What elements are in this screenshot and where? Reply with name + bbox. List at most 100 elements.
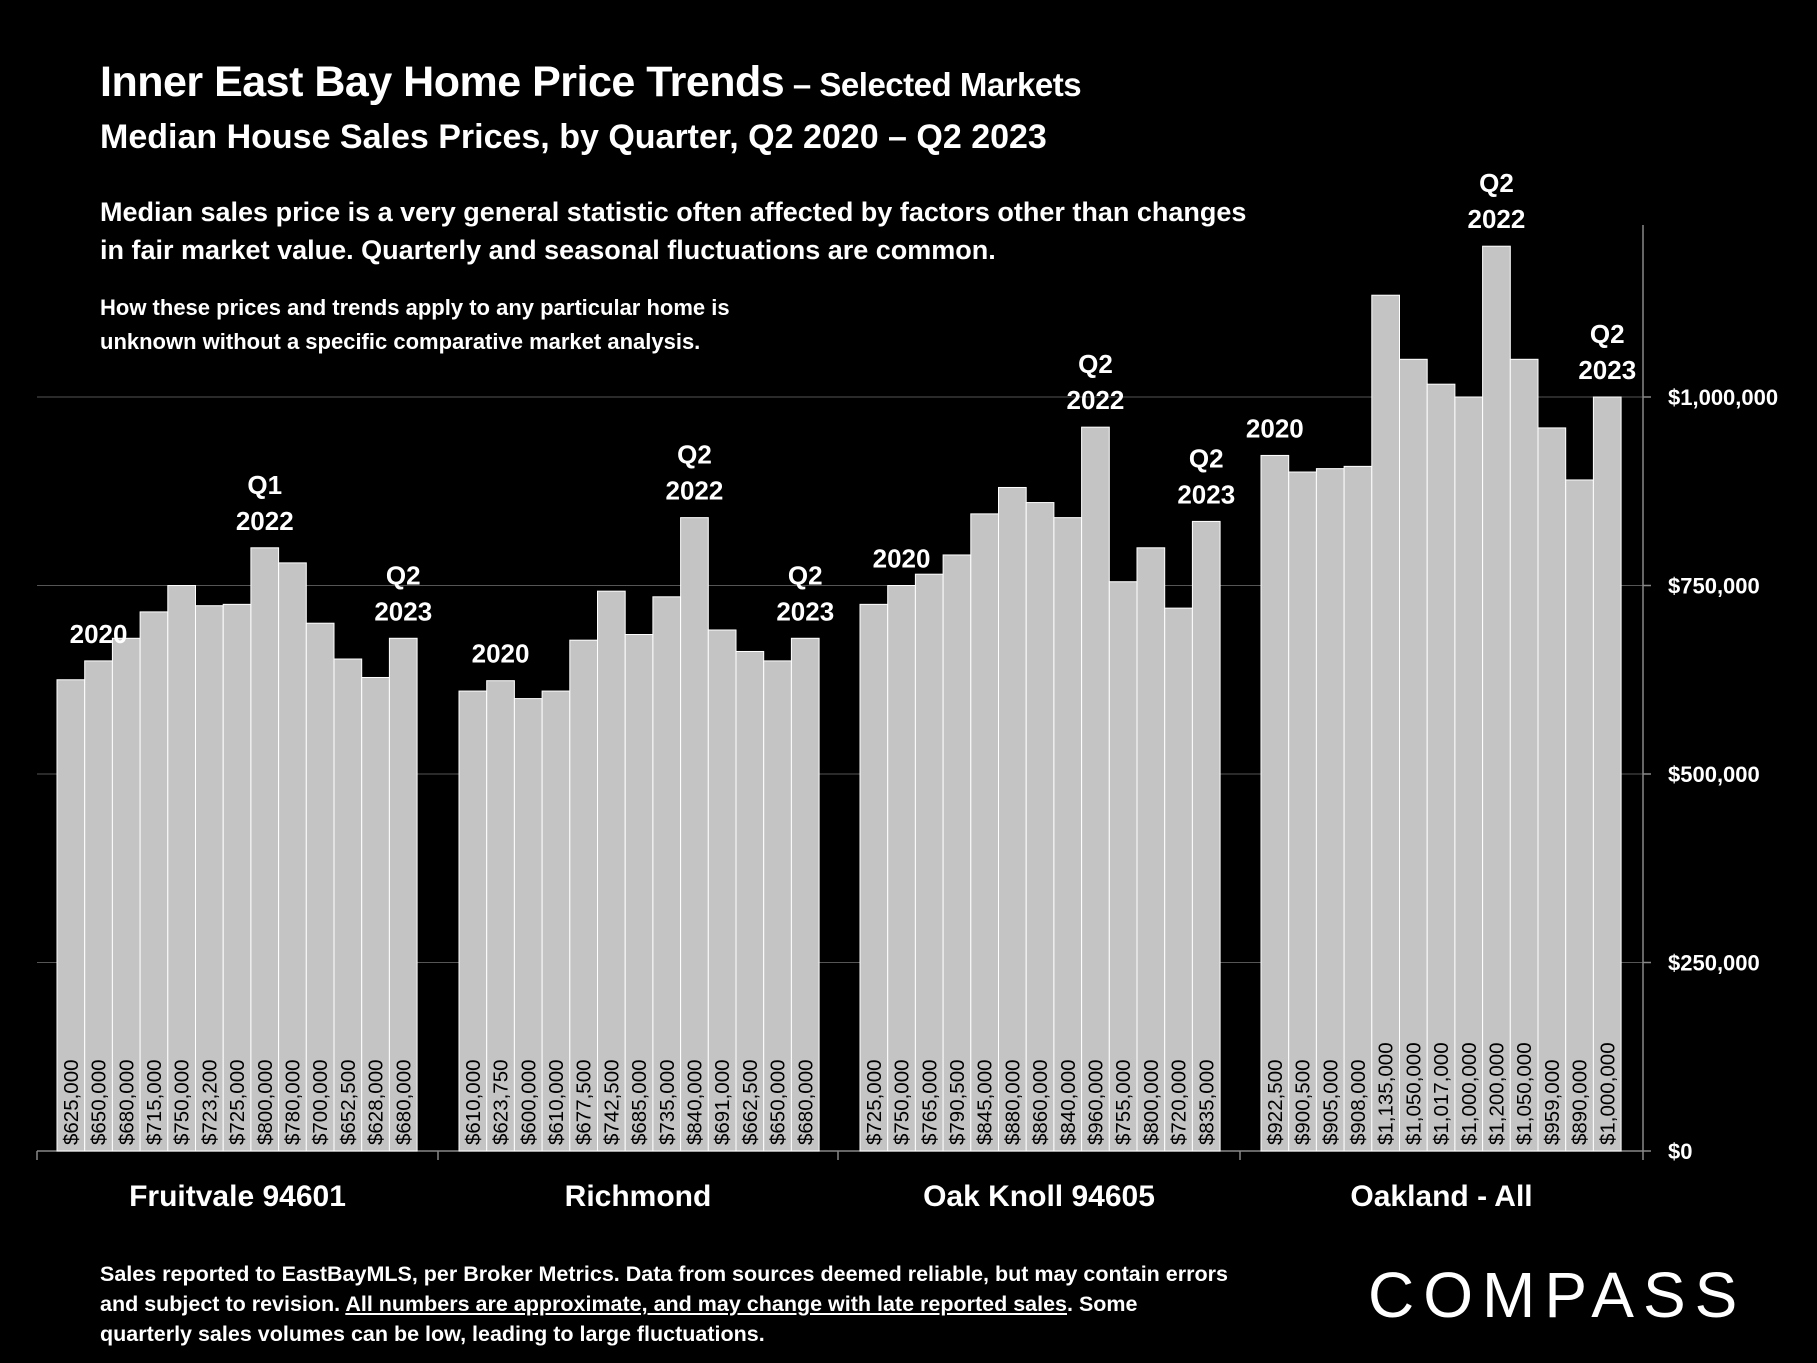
bar <box>1081 426 1110 1152</box>
y-tick-label: $750,000 <box>1668 574 1760 599</box>
bar <box>680 517 709 1152</box>
bar-value-label: $790,500 <box>946 1059 969 1145</box>
bar-annotation: Q2 <box>1189 443 1224 473</box>
bar-value-label: $1,000,000 <box>1596 1042 1619 1145</box>
bar <box>1454 396 1484 1152</box>
bar <box>859 603 889 1152</box>
bar-value-label: $623,750 <box>490 1059 513 1145</box>
bar-value-label: $691,000 <box>711 1059 734 1145</box>
bar-value-label: $725,000 <box>226 1059 249 1145</box>
bar-value-label: $1,135,000 <box>1375 1042 1398 1145</box>
chart-title-main: Inner East Bay Home Price Trends <box>100 58 785 106</box>
category-label: Oak Knoll 94605 <box>923 1180 1155 1213</box>
bar-value-label: $800,000 <box>254 1059 277 1145</box>
bar-value-label: $908,000 <box>1347 1059 1370 1145</box>
bar <box>513 698 543 1152</box>
bar-annotation: 2020 <box>873 544 931 574</box>
bar <box>652 596 682 1152</box>
bar <box>111 637 141 1152</box>
bar <box>1482 245 1511 1152</box>
bar-value-label: $610,000 <box>462 1059 485 1145</box>
bar <box>1260 454 1290 1152</box>
bar <box>1343 465 1373 1152</box>
bar <box>1288 471 1317 1152</box>
bar-annotation: Q2 <box>1078 349 1113 379</box>
bar-value-label: $677,500 <box>573 1059 596 1145</box>
bar <box>222 603 252 1152</box>
bar <box>1509 358 1539 1152</box>
bar <box>1592 396 1622 1152</box>
bar <box>486 680 515 1152</box>
bar <box>1136 547 1166 1152</box>
y-tick-label: $1,000,000 <box>1668 385 1778 410</box>
bar <box>1025 502 1055 1152</box>
bar-value-label: $725,000 <box>863 1059 886 1145</box>
y-tick-label: $500,000 <box>1668 762 1760 787</box>
bar-value-label: $742,500 <box>600 1059 623 1145</box>
bar-value-label: $840,000 <box>683 1059 706 1145</box>
y-tick-label: $0 <box>1668 1139 1692 1164</box>
bar-value-label: $750,000 <box>891 1059 914 1145</box>
bar-value-label: $780,000 <box>281 1059 304 1145</box>
bar <box>1164 607 1193 1152</box>
bar-annotation: 2023 <box>1578 355 1636 385</box>
bar-annotation: Q2 <box>1590 319 1625 349</box>
bar-value-label: $845,000 <box>974 1059 997 1145</box>
bar-value-label: $840,000 <box>1057 1059 1080 1145</box>
bar-annotation: 2022 <box>1468 204 1526 234</box>
bar-value-label: $1,200,000 <box>1485 1042 1508 1145</box>
category-label: Richmond <box>565 1180 712 1213</box>
bar-value-label: $700,000 <box>309 1059 332 1145</box>
bar-value-label: $755,000 <box>1112 1059 1135 1145</box>
bar <box>1399 358 1428 1152</box>
bar <box>195 605 224 1152</box>
bar-value-label: $685,000 <box>628 1059 651 1145</box>
bar-value-label: $765,000 <box>918 1059 941 1145</box>
bar <box>1426 383 1456 1152</box>
bar <box>541 690 571 1152</box>
y-tick-label: $250,000 <box>1668 951 1760 976</box>
primary-note: Median sales price is a very general sta… <box>100 197 1247 265</box>
bar-value-label: $600,000 <box>517 1059 540 1145</box>
footer-disclaimer: Sales reported to EastBayMLS, per Broker… <box>100 1259 1230 1349</box>
bar-value-label: $723,200 <box>198 1059 221 1145</box>
bar-value-label: $628,000 <box>365 1059 388 1145</box>
bar <box>624 634 654 1152</box>
bar <box>1053 517 1083 1152</box>
bar-value-label: $960,000 <box>1084 1059 1107 1145</box>
bar-value-label: $750,000 <box>171 1059 194 1145</box>
footer-text-b: . Some quarterly sales volumes can be lo… <box>100 1292 1138 1346</box>
bar <box>914 573 944 1152</box>
bar-value-label: $1,000,000 <box>1458 1042 1481 1145</box>
bar <box>333 658 363 1152</box>
chart-title: Inner East Bay Home Price Trends – Selec… <box>100 58 1082 107</box>
bar-annotation: Q1 <box>247 470 282 500</box>
bar <box>56 679 86 1152</box>
bar <box>361 676 390 1152</box>
bar-annotation: 2022 <box>666 476 724 506</box>
bar <box>1191 520 1221 1152</box>
bar-value-label: $922,500 <box>1264 1059 1287 1145</box>
bar <box>970 513 999 1152</box>
bar-annotation: 2022 <box>1067 385 1125 415</box>
bar <box>1537 427 1567 1152</box>
bar-value-label: $1,050,000 <box>1402 1042 1425 1145</box>
bar <box>305 622 335 1152</box>
bar-annotation: 2023 <box>374 596 432 626</box>
bar-value-label: $900,500 <box>1292 1059 1315 1145</box>
bar <box>1371 294 1401 1152</box>
bar-annotation: 2020 <box>472 639 530 669</box>
footer-text-a: Sales reported to EastBayMLS, per Broker… <box>100 1262 1228 1316</box>
bar-value-label: $905,000 <box>1319 1059 1342 1145</box>
bar-value-label: $1,050,000 <box>1513 1042 1536 1145</box>
bar <box>597 590 626 1152</box>
compass-logo: COMPASS <box>1368 1259 1747 1331</box>
bar <box>1108 581 1138 1152</box>
bar <box>763 660 792 1152</box>
bar-annotation: 2020 <box>1246 413 1304 443</box>
bar <box>139 611 169 1152</box>
footer-underlined-text: All numbers are approximate, and may cha… <box>345 1292 1067 1316</box>
bar <box>998 486 1027 1152</box>
bar-value-label: $625,000 <box>60 1059 83 1145</box>
bar <box>167 585 197 1152</box>
